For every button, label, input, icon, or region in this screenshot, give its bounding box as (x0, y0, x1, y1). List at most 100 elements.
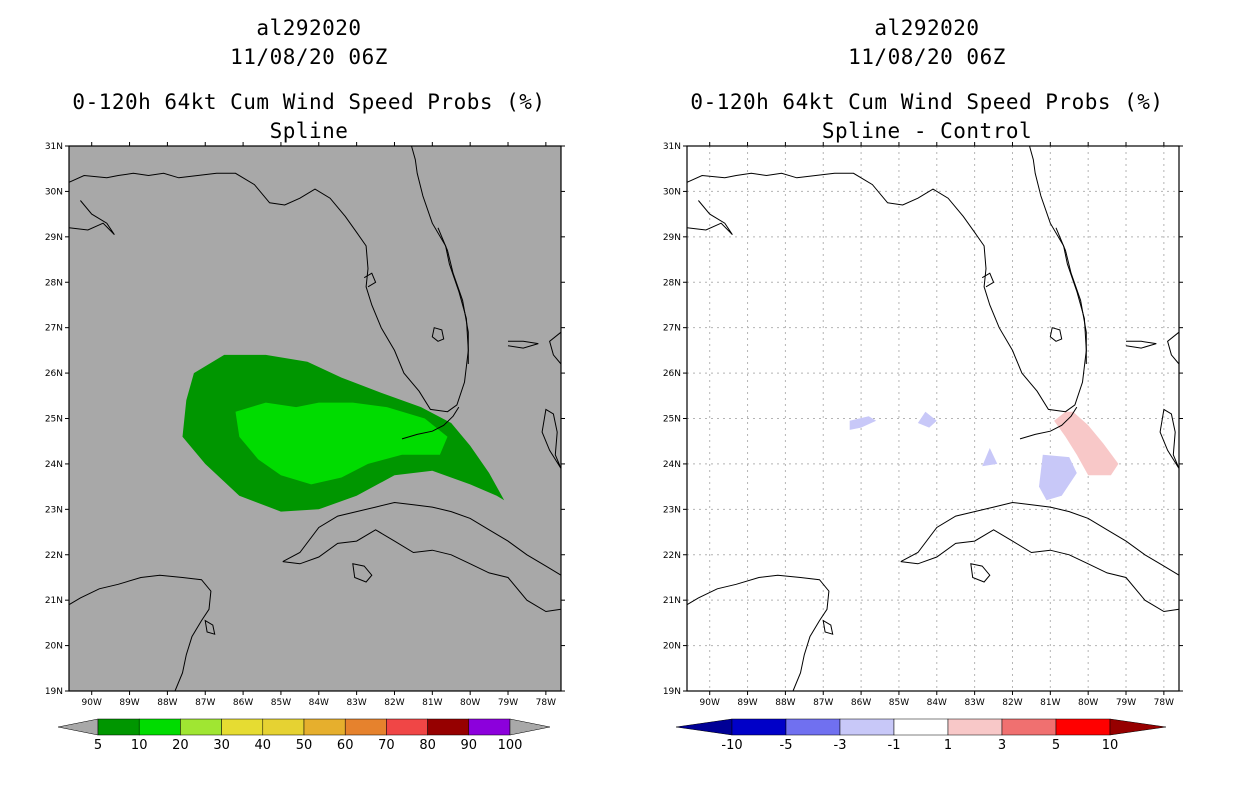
right-colorbar-label: 1 (944, 738, 952, 753)
left-coastline (507, 340, 539, 349)
left-coastline (431, 327, 445, 342)
left-coastline (437, 227, 469, 364)
left-lat-label: 28N (45, 278, 63, 288)
right-lon-label: 86W (851, 698, 871, 708)
right-colorbar-label: 5 (1052, 738, 1060, 753)
right-coastline (1125, 340, 1157, 349)
left-colorbar-label: 70 (378, 738, 395, 753)
left-coastline (68, 574, 212, 692)
right-colorbar-label: 10 (1102, 738, 1119, 753)
right-date: 11/08/20 06Z (848, 45, 1006, 69)
right-coastline (900, 529, 1180, 613)
right-storm-id: al292020 (874, 16, 980, 40)
right-colorbar-swatch (893, 718, 949, 736)
left-coastline (363, 272, 377, 288)
right-lon-label: 87W (813, 698, 833, 708)
left-lon-label: 78W (536, 698, 556, 708)
left-date: 11/08/20 06Z (230, 45, 388, 69)
left-colorbar-swatch (427, 718, 470, 736)
left-storm-id: al292020 (256, 16, 362, 40)
left-colorbar-swatch (344, 718, 387, 736)
left-colorbar-label: 50 (296, 738, 313, 753)
right-colorbar-label: -5 (780, 738, 793, 753)
left-colorbar-swatch (221, 718, 264, 736)
left-colorbar-label: 100 (498, 738, 523, 753)
left-lon-label: 86W (233, 698, 253, 708)
right-colorbar-swatch (731, 718, 787, 736)
left-coastline (68, 145, 469, 413)
right-lon-label: 88W (775, 698, 795, 708)
left-lon-label: 82W (384, 698, 404, 708)
left-coastline (68, 200, 115, 235)
right-lon-label: 85W (889, 698, 909, 708)
left-contour-10-20 (235, 402, 448, 485)
left-lon-label: 89W (119, 698, 139, 708)
right-lat-label: 21N (663, 596, 681, 606)
right-product-title: 0-120h 64kt Cum Wind Speed Probs (%) (690, 90, 1164, 114)
left-colorbar-high-arrow (509, 718, 551, 736)
left-lat-label: 31N (45, 142, 63, 152)
right-colorbar-low-arrow (675, 718, 733, 736)
right-coastline (900, 501, 1180, 576)
right-coastline (1055, 227, 1087, 364)
left-coastline (204, 619, 216, 635)
left-lon-label: 83W (346, 698, 366, 708)
right-lat-label: 22N (663, 551, 681, 561)
right-colorbar-swatch (839, 718, 895, 736)
right-coastline (1019, 406, 1078, 440)
right-lat-label: 25N (663, 415, 681, 425)
right-lon-label: 90W (700, 698, 720, 708)
left-lat-label: 24N (45, 460, 63, 470)
right-coastline (822, 619, 834, 635)
left-colorbar-label: 60 (337, 738, 354, 753)
right-coastline (1049, 327, 1063, 342)
right-coastline (981, 272, 995, 288)
left-colorbar-swatch (180, 718, 222, 736)
right-colorbar-swatch (947, 718, 1003, 736)
left-lat-label: 26N (45, 369, 63, 379)
left-lon-label: 90W (82, 698, 102, 708)
left-lon-label: 87W (195, 698, 215, 708)
right-coastline (1167, 331, 1180, 365)
right-lat-label: 28N (663, 278, 681, 288)
left-lat-label: 22N (45, 551, 63, 561)
right-lat-label: 19N (663, 687, 681, 697)
left-panel: al292020 11/08/20 06Z 0-120h 64kt Cum Wi… (45, 16, 565, 753)
right-contour-positive (1054, 411, 1119, 476)
left-product-title: 0-120h 64kt Cum Wind Speed Probs (%) (72, 90, 546, 114)
right-subtitle: Spline - Control (821, 119, 1033, 143)
right-lon-label: 89W (737, 698, 757, 708)
right-colorbar-label: -10 (721, 738, 742, 753)
left-lat-label: 20N (45, 642, 63, 652)
right-lat-label: 26N (663, 369, 681, 379)
right-colorbar-label: -3 (834, 738, 847, 753)
right-coastline (686, 145, 1087, 413)
left-lat-label: 23N (45, 505, 63, 515)
left-colorbar-swatch (262, 718, 305, 736)
left-coastline (282, 501, 562, 576)
right-lat-label: 30N (663, 187, 681, 197)
right-lat-label: 23N (663, 505, 681, 515)
right-lat-label: 27N (663, 324, 681, 334)
right-coastline (970, 563, 991, 583)
right-lat-label: 29N (663, 233, 681, 243)
left-colorbar-label: 90 (461, 738, 478, 753)
right-contour-negative (982, 448, 998, 467)
right-lat-label: 31N (663, 142, 681, 152)
right-contour-negative (1039, 454, 1077, 501)
left-colorbar-label: 30 (213, 738, 230, 753)
left-colorbar-label: 80 (419, 738, 436, 753)
left-coastline (282, 529, 562, 613)
left-colorbar-label: 10 (131, 738, 148, 753)
left-lon-label: 88W (157, 698, 177, 708)
left-lon-label: 79W (498, 698, 518, 708)
left-colorbar-swatch (386, 718, 428, 736)
left-lat-label: 30N (45, 187, 63, 197)
right-colorbar-swatch (1055, 718, 1111, 736)
left-colorbar-label: 40 (255, 738, 272, 753)
right-panel: al292020 11/08/20 06Z 0-120h 64kt Cum Wi… (618, 0, 1236, 800)
left-lat-label: 19N (45, 687, 63, 697)
left-colorbar-swatch (138, 718, 181, 736)
left-map: 31N 30N 29N 28N 27N 26N 25N 24N 23N 22N 21N 20N 19N 9… (45, 142, 565, 753)
right-map: 31N 30N 29N 28N 27N 26N 25N 24N 23N 22N 21N 20N 19N 9… (663, 142, 1183, 753)
